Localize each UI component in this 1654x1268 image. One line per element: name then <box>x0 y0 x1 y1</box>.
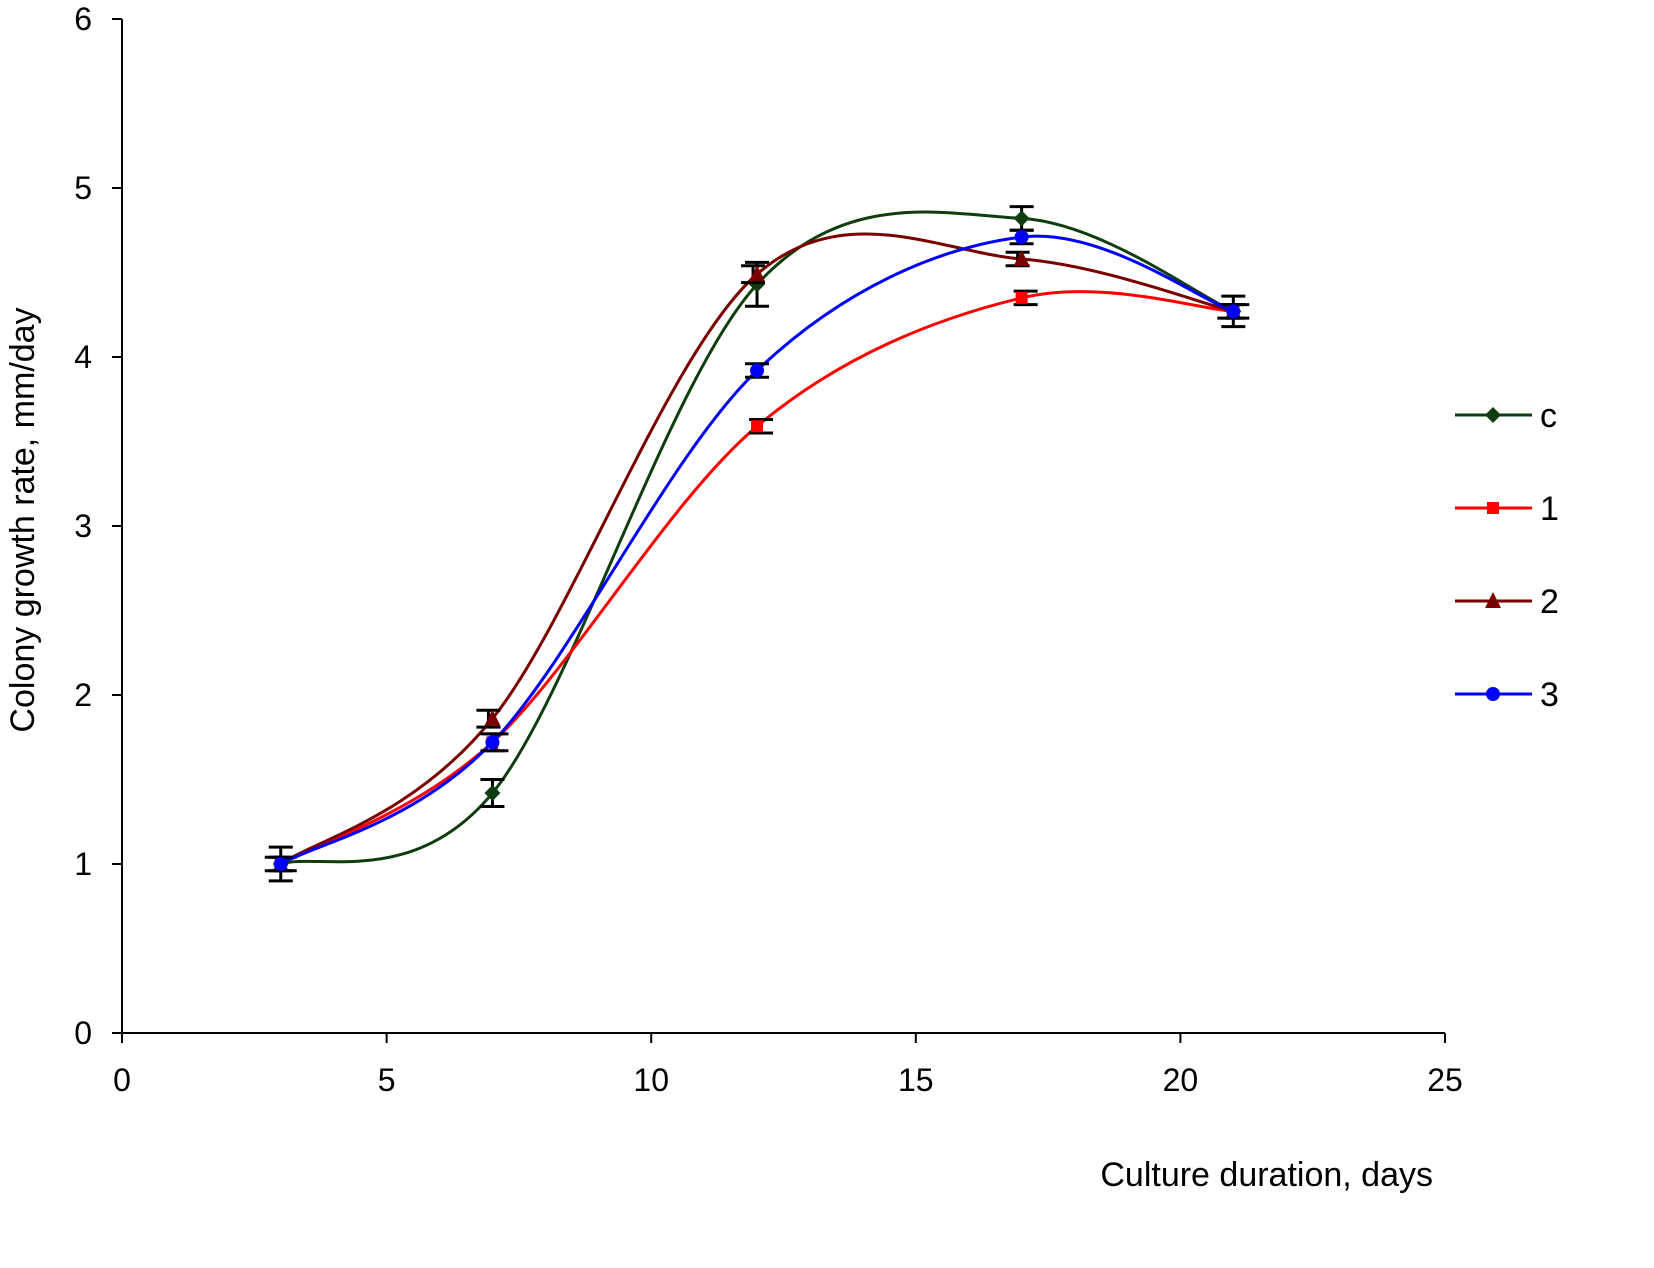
circle-marker <box>1014 230 1029 245</box>
x-tick-label: 0 <box>113 1062 131 1098</box>
legend-label: 2 <box>1540 583 1559 621</box>
legend-item-c: c <box>1455 397 1557 435</box>
x-tick-label: 10 <box>633 1062 669 1098</box>
legend-item-3: 3 <box>1455 676 1559 714</box>
circle-marker <box>485 735 500 750</box>
legend-label: c <box>1540 397 1557 435</box>
series-line <box>280 290 1234 866</box>
diamond-marker <box>1485 407 1501 423</box>
y-tick-label: 0 <box>74 1015 92 1051</box>
triangle-marker <box>484 709 501 726</box>
square-marker <box>1015 291 1028 304</box>
x-tick-label: 20 <box>1163 1062 1199 1098</box>
legend-label: 3 <box>1540 676 1559 714</box>
triangle-marker <box>1485 592 1501 608</box>
triangle-marker <box>749 265 766 282</box>
x-tick-label: 5 <box>378 1062 396 1098</box>
series-line <box>279 232 1234 866</box>
y-tick-label: 3 <box>74 508 92 544</box>
legend-item-1: 1 <box>1455 490 1559 528</box>
x-tick-label: 15 <box>898 1062 934 1098</box>
square-marker <box>751 420 764 433</box>
triangle-marker <box>1013 249 1030 266</box>
axes: 0 5 10 15 20 25 0 1 2 3 4 5 6 <box>74 1 1463 1098</box>
diamond-marker <box>484 785 501 802</box>
series-line <box>280 210 1234 866</box>
diamond-marker <box>1013 210 1030 227</box>
legend: c 1 2 3 <box>1455 397 1559 714</box>
circle-marker <box>1226 304 1241 319</box>
y-tick-label: 2 <box>74 677 92 713</box>
y-axis-label: Colony growth rate, mm/day <box>4 307 42 732</box>
y-tick-label: 4 <box>74 339 92 375</box>
x-axis-label: Culture duration, days <box>1100 1156 1433 1194</box>
series-c <box>268 205 1246 883</box>
legend-item-2: 2 <box>1455 583 1559 621</box>
series-2 <box>264 232 1242 873</box>
circle-marker <box>750 363 765 378</box>
y-tick-label: 6 <box>74 1 92 37</box>
series-3 <box>268 228 1246 873</box>
square-marker <box>1487 502 1499 514</box>
circle-marker <box>1486 687 1500 701</box>
y-tick-label: 1 <box>74 846 92 882</box>
y-tick-label: 5 <box>74 170 92 206</box>
circle-marker <box>273 857 288 871</box>
series-line <box>280 234 1234 866</box>
series-group <box>264 205 1250 883</box>
legend-label: 1 <box>1540 490 1559 528</box>
x-tick-label: 25 <box>1427 1062 1463 1098</box>
